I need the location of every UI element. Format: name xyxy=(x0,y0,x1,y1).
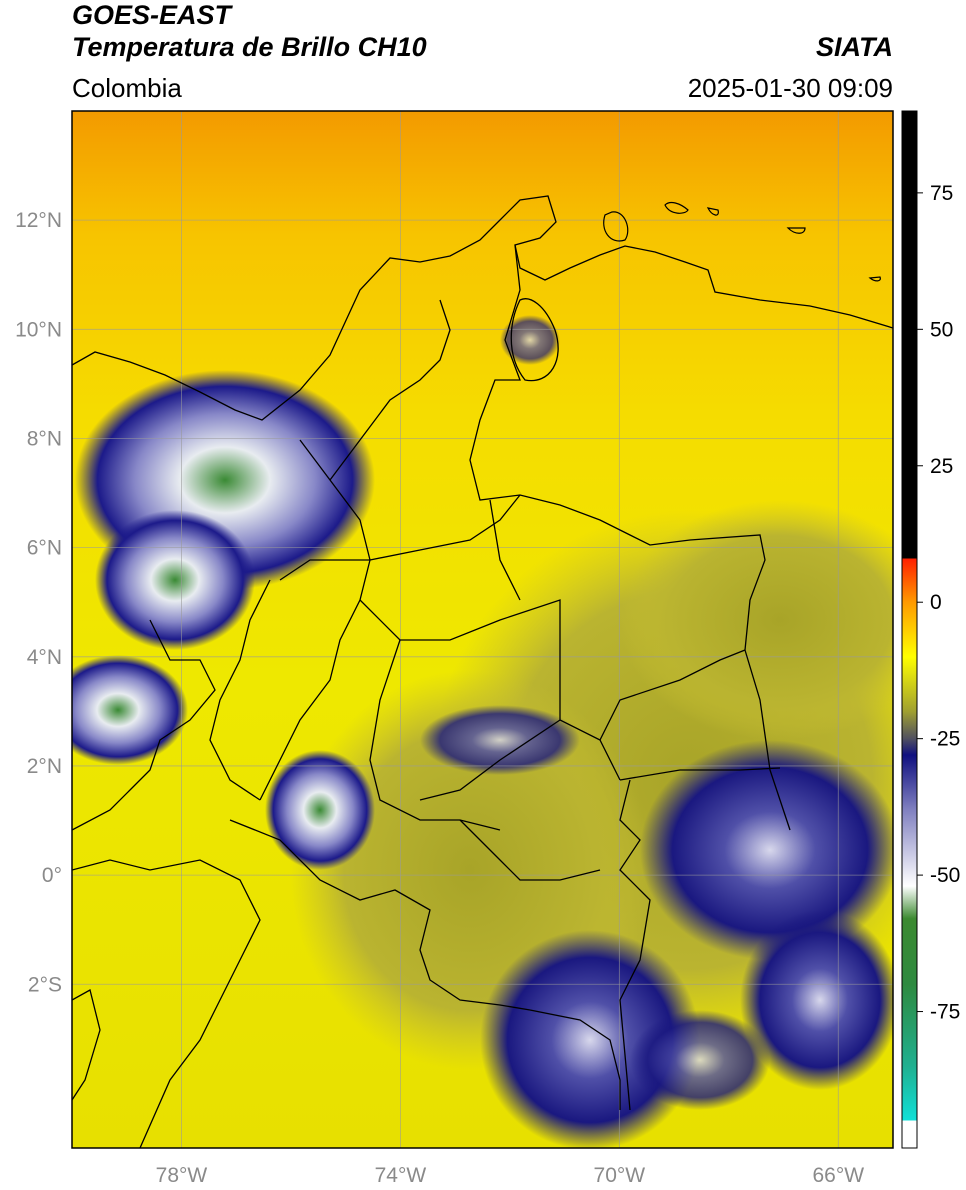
cold-cloud-top xyxy=(265,750,375,870)
gridlines xyxy=(72,111,893,1148)
cold-cloud-top xyxy=(72,655,188,765)
longitude-tick-label: 66°W xyxy=(812,1164,864,1187)
brazil-border xyxy=(619,779,651,1111)
island-outline xyxy=(706,207,719,216)
longitude-tick-label: 78°W xyxy=(156,1164,208,1187)
cold-cloud-top xyxy=(630,1010,770,1110)
islands xyxy=(603,201,881,282)
longitude-tick-label: 70°W xyxy=(594,1164,646,1187)
latitude-tick-label: 10°N xyxy=(15,318,62,341)
latitude-tick-label: 2°S xyxy=(28,973,62,996)
cold-cloud-top xyxy=(500,315,560,365)
mid-level-cloud-region xyxy=(620,500,893,740)
internal-border xyxy=(619,767,781,781)
map-area xyxy=(72,111,893,1148)
internal-border xyxy=(459,819,601,881)
colorbar-gradient xyxy=(902,111,917,1148)
peru-coastline xyxy=(72,989,101,1101)
longitude-tick-label: 74°W xyxy=(375,1164,427,1187)
latitude-tick-label: 2°N xyxy=(27,755,62,778)
cold-cloud-top xyxy=(640,740,893,960)
internal-border xyxy=(359,599,621,781)
internal-border xyxy=(279,559,370,581)
internal-border xyxy=(419,719,561,801)
island-outline xyxy=(603,211,629,242)
island-outline xyxy=(786,227,806,234)
colorbar-tick-label: 50 xyxy=(930,318,953,341)
colorbar-tick-label: 25 xyxy=(930,455,953,478)
latitude-tick-label: 4°N xyxy=(27,646,62,669)
colorbar-tick-label: -75 xyxy=(930,1001,960,1024)
colorbar-tick-label: -50 xyxy=(930,864,960,887)
datetime-label: 2025-01-30 09:09 xyxy=(687,73,893,103)
colorbar-ticks: 75 50 25 0 -25 -50 -75 xyxy=(917,182,960,1024)
longitude-labels: 78°W 74°W 70°W 66°W xyxy=(156,1164,865,1187)
island-outline xyxy=(664,201,689,214)
colorbar: 75 50 25 0 -25 -50 -75 xyxy=(901,110,960,1149)
region-label: Colombia xyxy=(72,73,182,103)
internal-border xyxy=(259,439,371,801)
latitude-tick-label: 12°N xyxy=(15,209,62,232)
satellite-title: GOES-EAST xyxy=(72,0,232,30)
maracaibo-lake xyxy=(510,298,559,382)
colorbar-tick-label: 0 xyxy=(930,591,942,614)
caribbean-coastline xyxy=(72,195,893,421)
ecuador-border xyxy=(229,819,531,1011)
internal-border xyxy=(209,579,271,801)
colorbar-tick-label: 75 xyxy=(930,182,953,205)
ecuador-coastline xyxy=(72,859,261,1148)
internal-border xyxy=(369,494,521,561)
peru-border xyxy=(529,1009,621,1110)
cold-cloud-top xyxy=(95,510,255,650)
latitude-tick-label: 6°N xyxy=(27,537,62,560)
boundaries xyxy=(72,195,893,1148)
pacific-coastline xyxy=(72,619,216,831)
internal-border xyxy=(489,499,521,601)
product-title: Temperatura de Brillo CH10 xyxy=(72,32,427,62)
cold-cloud-top xyxy=(420,705,580,775)
colorbar-frame xyxy=(901,110,918,1149)
venezuela-border xyxy=(469,244,791,831)
latitude-tick-label: 0° xyxy=(42,864,62,887)
island-outline xyxy=(868,276,881,282)
map-frame xyxy=(71,110,894,1149)
internal-border xyxy=(329,299,451,481)
colorbar-tick-label: -25 xyxy=(930,728,960,751)
internal-border xyxy=(599,649,746,741)
organization-label: SIATA xyxy=(816,32,893,62)
cold-cloud-top xyxy=(740,910,893,1090)
latitude-labels: 12°N 10°N 8°N 6°N 4°N 2°N 0° 2°S xyxy=(15,209,62,996)
latitude-tick-label: 8°N xyxy=(27,427,62,450)
